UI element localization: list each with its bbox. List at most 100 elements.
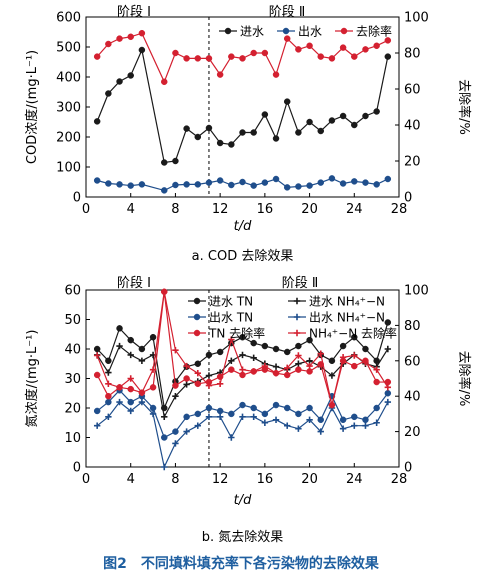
data-point [239, 401, 246, 409]
data-point [183, 375, 190, 382]
data-point [306, 362, 313, 370]
data-point [295, 352, 302, 359]
legend-swatch-marker [340, 27, 348, 35]
data-point [138, 398, 146, 406]
data-point [339, 44, 347, 51]
data-point [272, 416, 280, 423]
data-point [205, 351, 213, 359]
data-point [272, 71, 280, 78]
x-tick-label: 8 [171, 472, 179, 487]
legend-label: 进水 [240, 25, 264, 39]
data-point [172, 393, 179, 400]
data-point [205, 55, 213, 62]
data-point [194, 360, 202, 367]
data-point [105, 380, 112, 388]
data-point [295, 342, 302, 350]
data-point [138, 389, 146, 396]
data-point [362, 422, 369, 429]
data-point [317, 428, 324, 435]
data-point [149, 404, 157, 412]
data-point [351, 121, 358, 129]
data-point [105, 180, 112, 187]
data-point [317, 127, 324, 135]
legend-swatch-marker [193, 329, 201, 337]
data-point [362, 416, 369, 424]
data-point [228, 366, 235, 373]
data-point [194, 55, 202, 62]
plot-frame [85, 16, 400, 198]
y-tick-label: 0 [73, 191, 81, 206]
data-point [194, 181, 202, 188]
data-point [351, 178, 358, 185]
data-point [172, 382, 179, 389]
data-point [272, 369, 280, 377]
y2-tick-label: 40 [404, 390, 421, 405]
data-point [161, 463, 168, 471]
data-point [93, 352, 101, 359]
data-point [105, 90, 112, 97]
data-point [138, 46, 146, 54]
data-point [116, 384, 123, 391]
data-point [272, 345, 280, 353]
data-point [116, 181, 123, 188]
legend-swatch-marker [193, 313, 201, 321]
data-point [172, 346, 179, 354]
x-tick-label: 0 [82, 202, 90, 217]
data-point [138, 29, 146, 37]
series-line [96, 401, 389, 469]
data-point [362, 179, 369, 186]
data-point [205, 179, 213, 186]
data-point [228, 53, 235, 60]
data-point [127, 407, 134, 415]
x-tick-label: 12 [212, 472, 229, 487]
data-point [362, 112, 369, 120]
data-point [183, 55, 190, 62]
data-point [93, 177, 101, 184]
data-point [105, 357, 112, 365]
data-point [272, 135, 280, 142]
data-point [384, 398, 392, 406]
series-4 [93, 398, 392, 471]
y2-tick-label: 80 [404, 319, 421, 334]
data-point [351, 352, 358, 359]
data-point [328, 372, 336, 379]
y-tick-label: 600 [56, 11, 81, 26]
data-point [127, 336, 134, 344]
data-point [328, 357, 336, 365]
data-point [373, 42, 380, 50]
data-point [306, 182, 313, 189]
data-point [105, 398, 112, 406]
data-point [183, 125, 190, 132]
data-point [295, 46, 302, 53]
data-point [351, 413, 358, 421]
data-point [93, 118, 101, 125]
data-point [216, 407, 224, 415]
y-tick-label: 0 [73, 461, 81, 476]
data-point [149, 366, 157, 373]
data-point [205, 372, 213, 379]
legend-label: 出水 [298, 25, 322, 39]
data-point [138, 345, 146, 353]
data-point [328, 55, 336, 62]
data-point [149, 333, 157, 341]
data-point [161, 78, 168, 86]
data-point [105, 369, 112, 376]
data-point [239, 413, 246, 421]
y-tick-label: 30 [64, 372, 81, 387]
data-point [284, 422, 291, 429]
data-point [261, 179, 269, 186]
data-point [194, 133, 202, 141]
data-point [138, 357, 146, 364]
data-point [194, 422, 201, 429]
data-point [306, 368, 313, 375]
phase-label-2: 阶段 Ⅱ [282, 276, 319, 291]
data-point [261, 410, 269, 418]
data-point [205, 382, 213, 389]
y-tick-label: 400 [56, 71, 81, 86]
y2-tick-label: 0 [404, 461, 412, 476]
data-point [105, 392, 112, 400]
data-point [183, 362, 190, 370]
y-axis-label: 氮浓度/(mg·L⁻¹) [24, 330, 40, 428]
x-tick-label: 24 [346, 472, 363, 487]
